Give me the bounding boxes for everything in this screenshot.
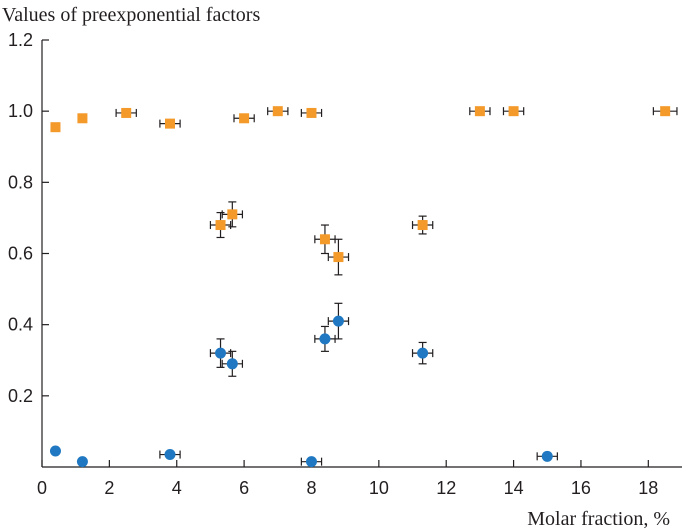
x-tick-label: 10 (369, 478, 389, 498)
y-tick-label: 0.8 (8, 172, 33, 192)
circle-marker (76, 456, 88, 468)
x-tick-label: 0 (37, 478, 47, 498)
error-bars (115, 107, 678, 466)
y-tick-label: 1.0 (8, 101, 33, 121)
square-marker (333, 252, 344, 263)
square-marker (50, 122, 61, 133)
square-marker (227, 209, 238, 220)
square-marker (417, 220, 428, 231)
x-axis-title: Molar fraction, % (527, 508, 670, 530)
y-tick-label: 0.4 (8, 315, 33, 335)
square-marker (239, 113, 250, 124)
square-marker (508, 106, 519, 117)
square-marker (319, 234, 330, 245)
square-marker (77, 113, 88, 124)
circle-marker (49, 445, 61, 457)
circle-marker (541, 450, 553, 462)
axis-ticks: 0 2 4 6 8 10 12 14 16 18 0.2 0.4 0.6 0.8 1.0 1.2 (8, 30, 658, 498)
square-marker (121, 107, 132, 118)
x-tick-label: 16 (571, 478, 591, 498)
x-tick-label: 2 (104, 478, 114, 498)
square-marker (474, 106, 485, 117)
circle-marker (332, 315, 344, 327)
square-marker (165, 118, 175, 129)
x-tick-label: 4 (172, 478, 182, 498)
circle-marker (417, 347, 429, 359)
x-tick-label: 8 (306, 478, 316, 498)
circle-marker (226, 358, 238, 370)
y-tick-label: 0.2 (8, 386, 33, 406)
circle-marker (215, 347, 227, 359)
square-marker (272, 106, 283, 117)
x-tick-label: 14 (504, 478, 524, 498)
y-tick-label: 0.6 (8, 244, 33, 264)
x-tick-label: 12 (436, 478, 456, 498)
circle-marker (305, 456, 317, 468)
y-tick-label: 1.2 (8, 30, 33, 50)
circle-marker (164, 449, 176, 461)
x-tick-label: 18 (638, 478, 658, 498)
square-marker (306, 107, 317, 118)
y-axis-title: Values of preexponential factors (2, 4, 260, 26)
circle-marker (319, 333, 331, 345)
square-marker (660, 106, 671, 117)
x-tick-label: 6 (239, 478, 249, 498)
square-marker (215, 220, 226, 231)
data-markers (49, 106, 671, 468)
